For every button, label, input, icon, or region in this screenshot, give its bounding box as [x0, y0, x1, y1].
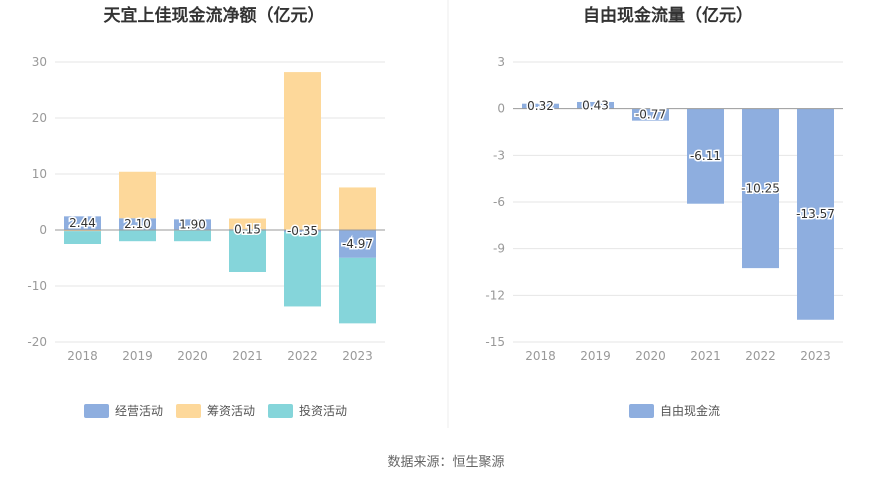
- right-data-label: -10.25: [741, 181, 780, 195]
- right-y-tick-label: -12: [485, 288, 505, 302]
- right-x-tick-label: 2021: [690, 349, 721, 363]
- left-y-tick-label: -10: [27, 279, 47, 293]
- left-data-label: 2.44: [69, 216, 96, 230]
- left-bar-segment: [119, 218, 156, 230]
- right-data-label: -13.57: [796, 207, 835, 221]
- left-bar-segment: [229, 230, 266, 272]
- left-legend-swatch: [176, 404, 201, 418]
- left-bar-segment: [339, 230, 376, 258]
- right-bar: [522, 103, 559, 109]
- left-bar-segment: [119, 230, 156, 242]
- right-chart-title: 自由现金流量（亿元）: [583, 5, 753, 26]
- right-x-tick-label: 2022: [745, 349, 776, 363]
- left-legend-label: 投资活动: [299, 403, 347, 418]
- left-x-tick-label: 2022: [287, 349, 318, 363]
- right-x-tick-label: 2018: [525, 349, 556, 363]
- left-x-tick-label: 2020: [177, 349, 208, 363]
- right-x-tick-label: 2023: [800, 349, 831, 363]
- left-bar-segment: [339, 187, 376, 230]
- left-x-tick-label: 2019: [122, 349, 153, 363]
- right-y-tick-label: 0: [497, 102, 505, 116]
- left-y-tick-label: -20: [27, 335, 47, 349]
- right-bar: [632, 108, 669, 121]
- right-y-tick-label: -9: [493, 242, 505, 256]
- right-bar: [742, 108, 779, 269]
- left-data-label: -0.35: [287, 224, 318, 238]
- left-legend-swatch: [84, 404, 109, 418]
- right-data-label: -0.77: [635, 108, 666, 122]
- left-bar-segment: [284, 230, 321, 232]
- left-x-tick-label: 2018: [67, 349, 98, 363]
- right-y-tick-label: 3: [497, 55, 505, 69]
- left-bar-segment: [119, 171, 156, 219]
- left-y-tick-label: 30: [32, 55, 47, 69]
- left-bar-segment: [339, 257, 376, 324]
- right-bar: [577, 101, 614, 109]
- right-x-tick-label: 2019: [580, 349, 611, 363]
- left-data-label: 1.90: [179, 218, 206, 232]
- right-y-tick-label: -3: [493, 148, 505, 162]
- left-bar-segment: [174, 219, 211, 230]
- left-bar-segment: [174, 230, 211, 242]
- left-data-label: 2.10: [124, 217, 151, 231]
- left-legend-label: 经营活动: [115, 404, 163, 418]
- right-bar: [687, 108, 724, 204]
- right-y-tick-label: -6: [493, 195, 505, 209]
- right-legend-label: 自由现金流: [660, 403, 720, 418]
- left-data-label: -4.97: [342, 237, 373, 251]
- right-bar: [797, 108, 834, 320]
- left-bar-segment: [64, 231, 101, 244]
- right-data-label: -6.11: [690, 149, 721, 163]
- left-y-tick-label: 10: [32, 167, 47, 181]
- left-y-tick-label: 0: [39, 223, 47, 237]
- left-legend-swatch: [268, 404, 293, 418]
- right-data-label: 0.43: [582, 98, 609, 112]
- right-legend-swatch: [629, 404, 654, 418]
- left-bar-segment: [229, 218, 266, 230]
- right-y-tick-label: -15: [485, 335, 505, 349]
- left-legend-label: 筹资活动: [207, 404, 255, 418]
- right-x-tick-label: 2020: [635, 349, 666, 363]
- left-bar-segment: [284, 231, 321, 307]
- left-bar-segment: [284, 72, 321, 230]
- left-chart-title: 天宜上佳现金流净额（亿元）: [104, 5, 325, 26]
- left-x-tick-label: 2023: [342, 349, 373, 363]
- left-x-tick-label: 2021: [232, 349, 263, 363]
- source-note: 数据来源：恒生聚源: [387, 455, 504, 470]
- right-data-label: 0.32: [527, 99, 554, 113]
- left-data-label: 0.15: [234, 223, 261, 237]
- left-bar-segment: [64, 230, 101, 232]
- left-bar-segment: [64, 216, 101, 230]
- left-y-tick-label: 20: [32, 111, 47, 125]
